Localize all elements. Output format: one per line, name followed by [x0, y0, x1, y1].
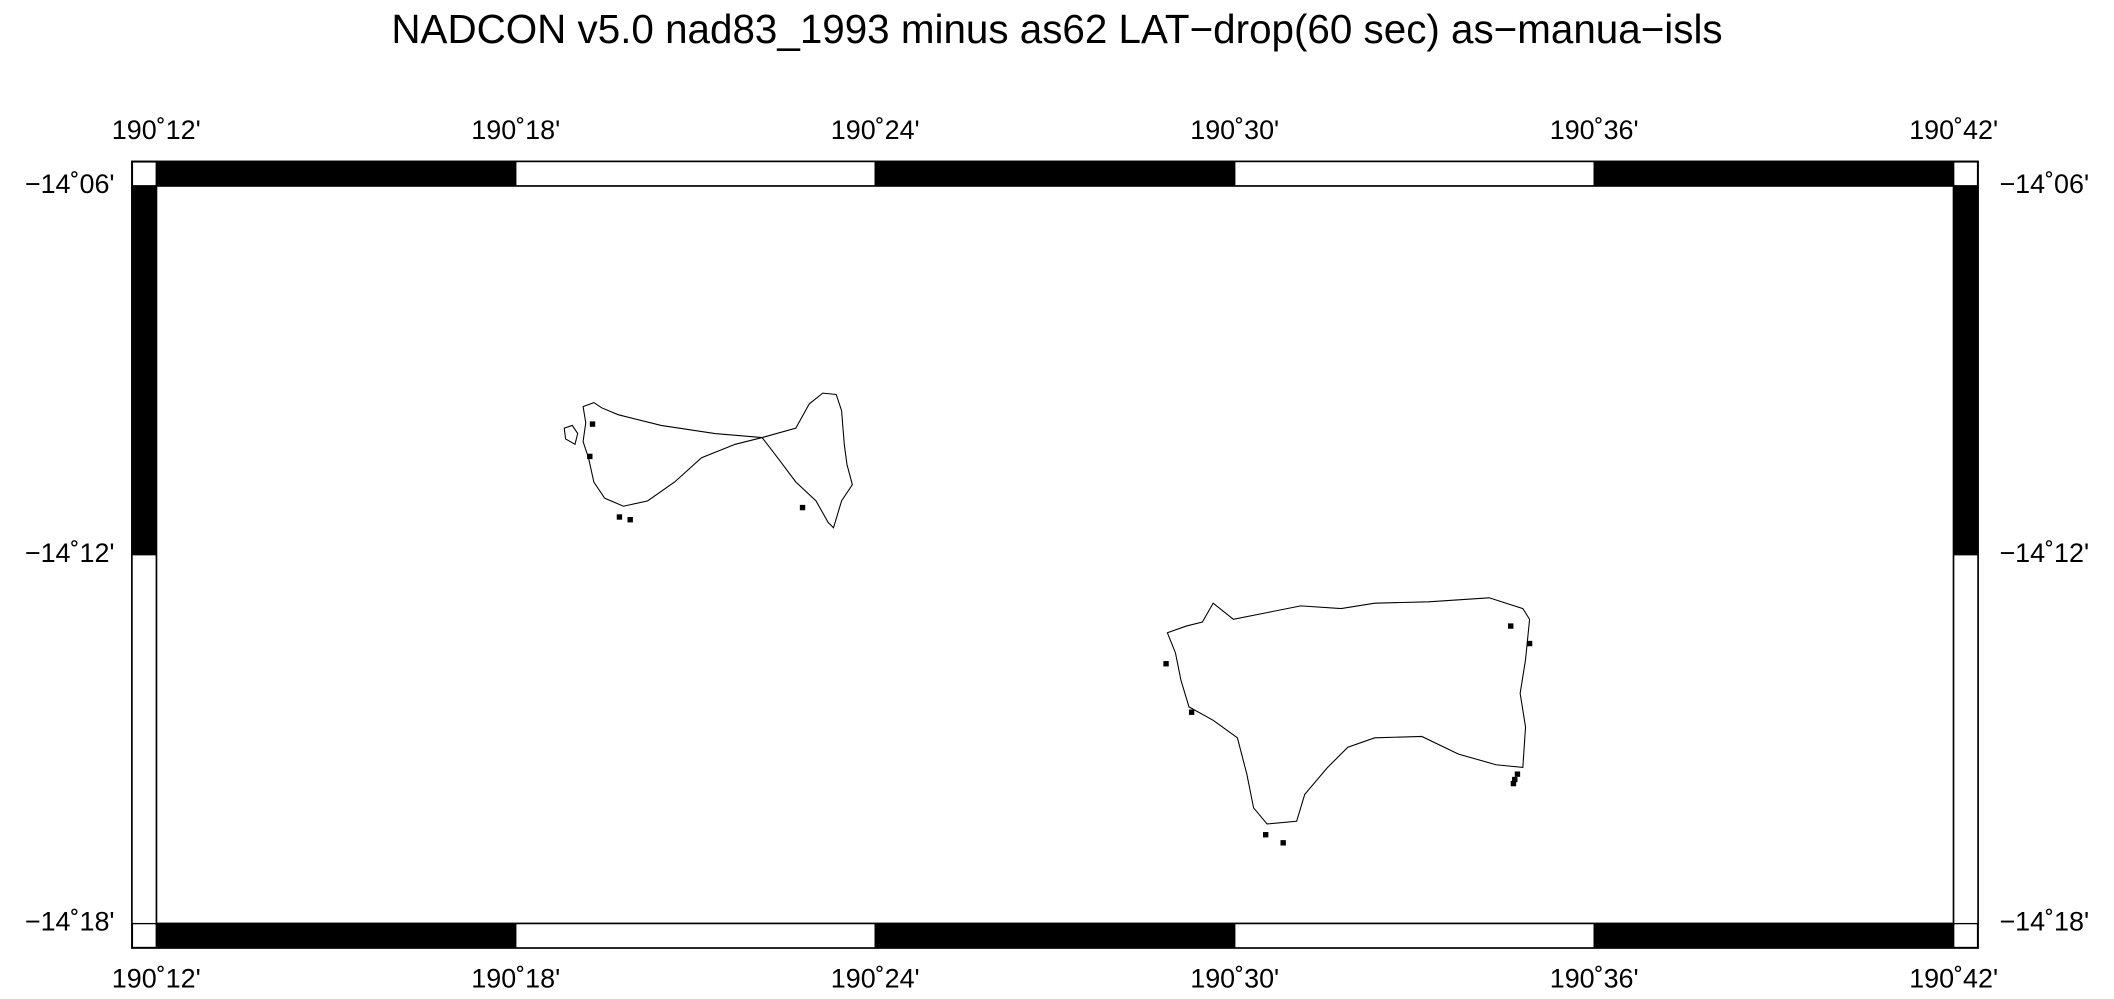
- station: [799, 504, 806, 511]
- frame-bar: [1234, 160, 1595, 187]
- map-frame: [131, 160, 1979, 949]
- frame-bar: [1593, 160, 1955, 187]
- tau-island: [1166, 597, 1531, 825]
- stations: [587, 421, 1533, 846]
- station: [616, 514, 623, 520]
- longitude-label: 190˚30': [1190, 963, 1279, 993]
- frame-bar: [155, 922, 517, 949]
- frame-bar: [1234, 922, 1595, 949]
- station: [589, 421, 596, 427]
- longitude-label: 190˚18': [471, 115, 560, 145]
- latitude-label: −14˚12': [25, 538, 115, 568]
- station: [1514, 771, 1521, 777]
- frame-bar: [155, 160, 517, 187]
- longitude-label: 190˚24': [831, 963, 920, 993]
- longitude-label: 190˚42': [1909, 963, 1998, 993]
- frame-bar: [874, 922, 1236, 949]
- longitude-label: 190˚36': [1550, 115, 1639, 145]
- frame-bar: [1953, 554, 1979, 925]
- longitude-label: 190˚12': [112, 963, 201, 993]
- map-title: NADCON v5.0 nad83_1993 minus as62 LAT−dr…: [391, 6, 1722, 52]
- station: [1163, 661, 1169, 667]
- station: [1508, 623, 1514, 629]
- longitude-label: 190˚42': [1909, 115, 1998, 145]
- frame-bar: [515, 922, 876, 949]
- frame-bar: [131, 185, 157, 556]
- longitude-label: 190˚12': [112, 115, 201, 145]
- station: [1526, 640, 1533, 647]
- ofu-islet: [563, 424, 579, 446]
- longitude-label: 190˚18': [471, 963, 560, 993]
- latitude-label: −14˚18': [25, 907, 115, 937]
- latitude-label: −14˚06': [1999, 169, 2089, 199]
- latitude-label: −14˚12': [1999, 538, 2089, 568]
- frame-inner: [155, 184, 1955, 925]
- station: [1262, 832, 1269, 838]
- longitude-label: 190˚36': [1550, 963, 1639, 993]
- frame-bar: [1593, 922, 1955, 949]
- station: [627, 517, 633, 523]
- frame-bar: [131, 554, 157, 925]
- station: [1188, 709, 1195, 715]
- station: [1280, 840, 1286, 846]
- latitude-label: −14˚18': [1999, 907, 2089, 937]
- station: [1510, 780, 1517, 787]
- latitude-label: −14˚06': [25, 169, 115, 199]
- longitude-label: 190˚30': [1190, 115, 1279, 145]
- longitude-label: 190˚24': [831, 115, 920, 145]
- frame-bar: [515, 160, 876, 187]
- station: [587, 453, 593, 460]
- frame-bar: [874, 160, 1236, 187]
- olosega-island: [761, 392, 853, 529]
- frame-bar: [1953, 185, 1979, 556]
- station: [1512, 776, 1518, 783]
